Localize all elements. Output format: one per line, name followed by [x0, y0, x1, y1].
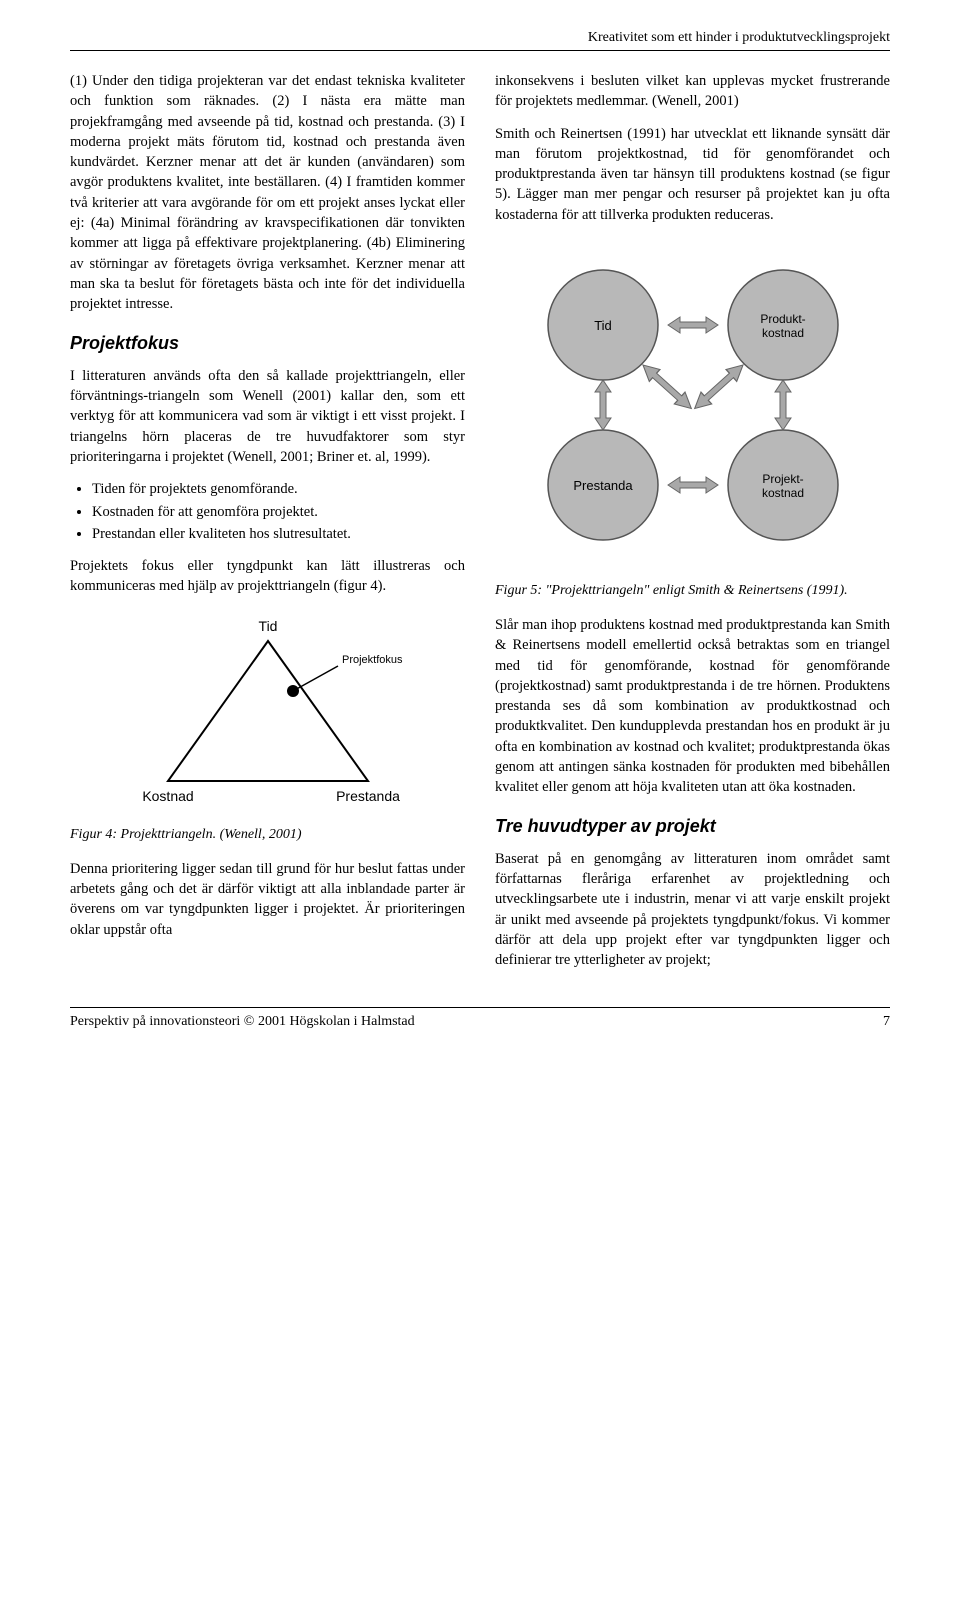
para-r3: Slår man ihop produktens kostnad med pro… — [495, 615, 890, 798]
q-tl: Tid — [594, 318, 612, 333]
bullet-1: Tiden för projektets genomförande. — [92, 479, 465, 499]
quad-diagram-icon: Tid Produkt- kostnad Prestanda Projekt- … — [513, 245, 873, 565]
para-r4: Baserat på en genomgång av litteraturen … — [495, 849, 890, 971]
q-bl: Prestanda — [573, 478, 633, 493]
heading-tre-huvudtyper: Tre huvudtyper av projekt — [495, 814, 890, 839]
heading-projektfokus: Projektfokus — [70, 331, 465, 356]
para-1: (1) Under den tidiga projekteran var det… — [70, 71, 465, 315]
tri-focus-label: Projektfokus — [342, 654, 403, 666]
q-tr2: kostnad — [761, 326, 803, 340]
bullet-3: Prestandan eller kvaliteten hos slutresu… — [92, 524, 465, 544]
page-number: 7 — [883, 1014, 890, 1030]
two-column-layout: (1) Under den tidiga projekteran var det… — [70, 71, 890, 983]
figure-5-caption: Figur 5: "Projekttriangeln" enligt Smith… — [495, 581, 890, 601]
figure-4-triangle: Tid Projektfokus Kostnad Prestanda — [70, 611, 465, 817]
footer-text: Perspektiv på innovationsteori © 2001 Hö… — [70, 1014, 415, 1030]
q-br1: Projekt- — [762, 472, 803, 486]
running-head: Kreativitet som ett hinder i produktutve… — [70, 30, 890, 51]
para-4: Denna prioritering ligger sedan till gru… — [70, 859, 465, 940]
tri-br-label: Prestanda — [336, 788, 400, 804]
q-tr1: Produkt- — [760, 312, 805, 326]
para-3: Projektets fokus eller tyngdpunkt kan lä… — [70, 556, 465, 597]
para-r2: Smith och Reinertsen (1991) har utveckla… — [495, 124, 890, 225]
bullet-list: Tiden för projektets genomförande. Kostn… — [70, 479, 465, 544]
triangle-diagram-icon: Tid Projektfokus Kostnad Prestanda — [128, 611, 408, 811]
bullet-2: Kostnaden för att genomföra projektet. — [92, 502, 465, 522]
para-r1: inkonsekvens i besluten vilket kan upple… — [495, 71, 890, 112]
q-br2: kostnad — [761, 486, 803, 500]
page-footer: Perspektiv på innovationsteori © 2001 Hö… — [70, 1007, 890, 1030]
tri-bl-label: Kostnad — [142, 788, 193, 804]
figure-5-quad: Tid Produkt- kostnad Prestanda Projekt- … — [495, 245, 890, 571]
figure-4-caption: Figur 4: Projekttriangeln. (Wenell, 2001… — [70, 825, 465, 845]
para-2: I litteraturen används ofta den så kalla… — [70, 366, 465, 467]
tri-top-label: Tid — [258, 618, 277, 634]
right-column: inkonsekvens i besluten vilket kan upple… — [495, 71, 890, 983]
left-column: (1) Under den tidiga projekteran var det… — [70, 71, 465, 983]
